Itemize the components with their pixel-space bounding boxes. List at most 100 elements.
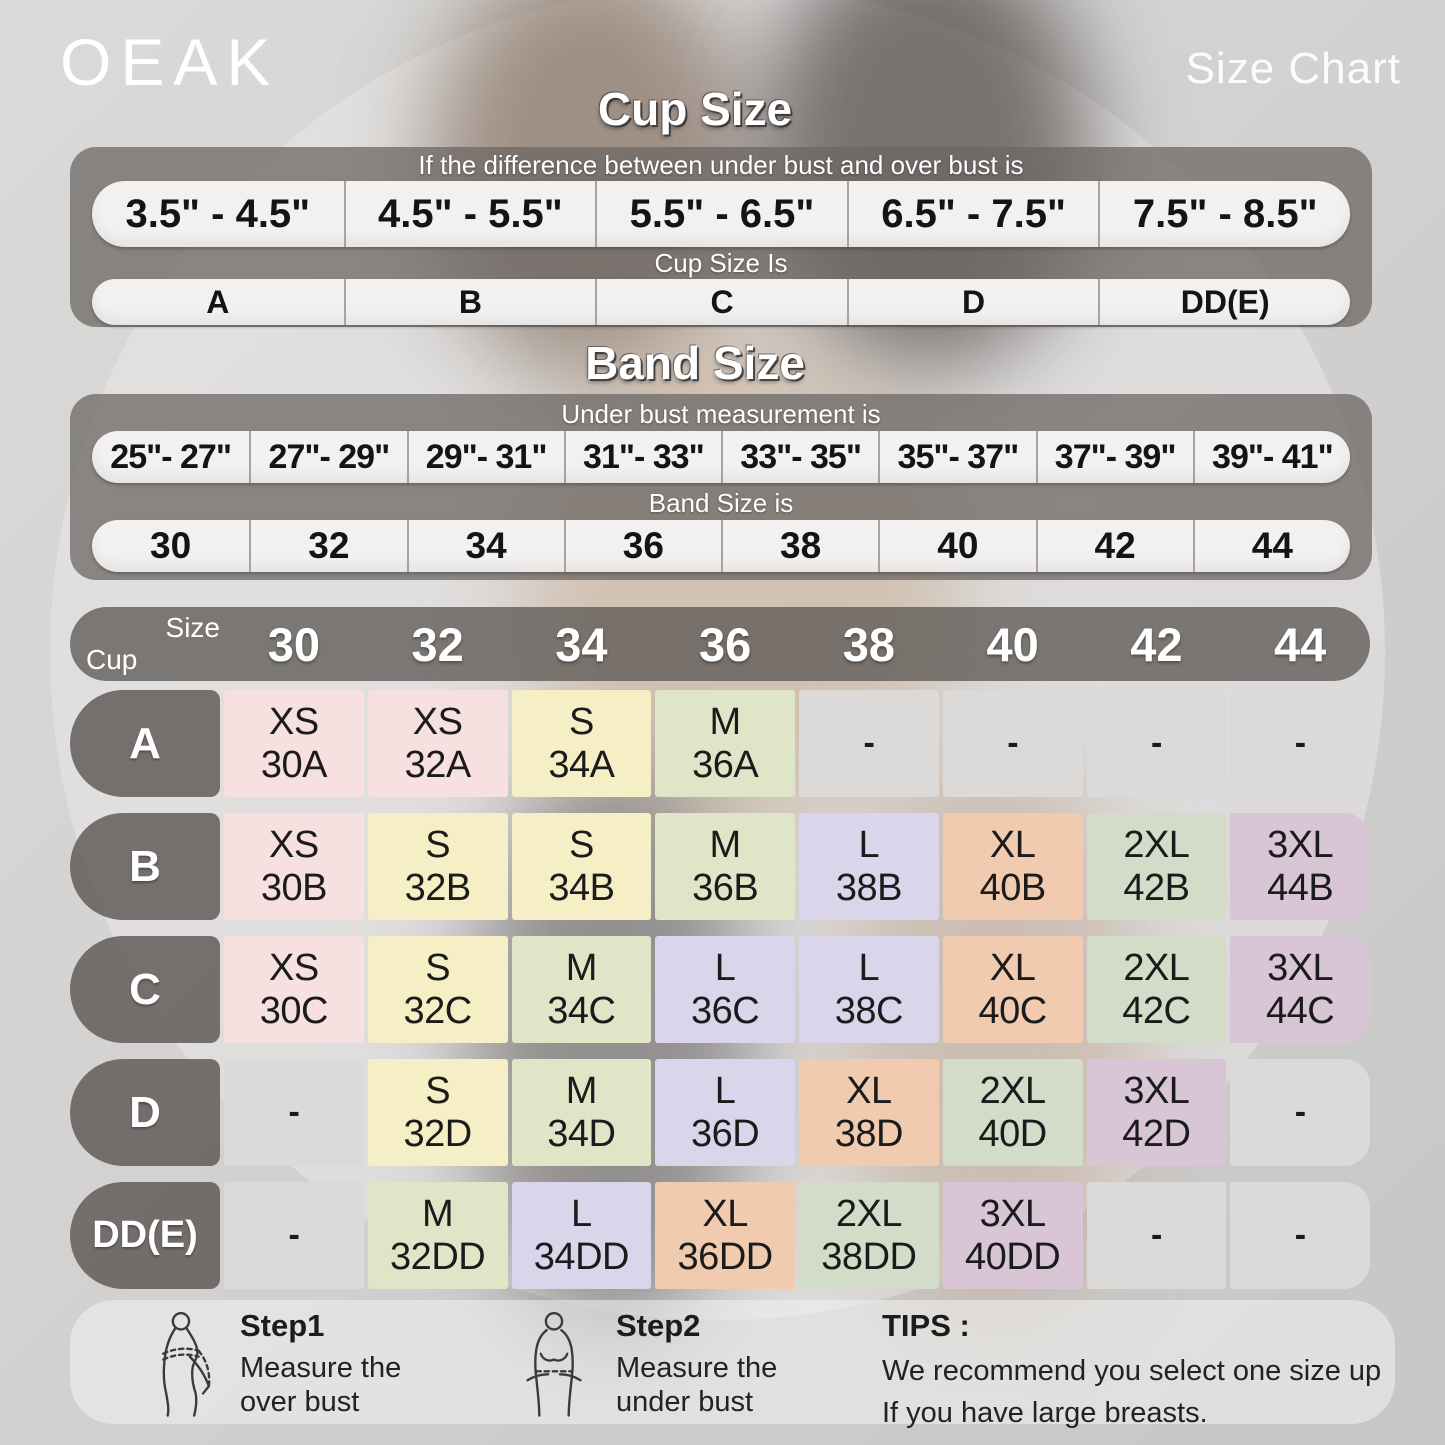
matrix-cell: L 34DD bbox=[511, 1182, 652, 1289]
matrix-cell-code: 44C bbox=[1266, 989, 1335, 1032]
brand-logo: OEAK bbox=[60, 25, 280, 99]
matrix-cell: M 34D bbox=[511, 1059, 652, 1166]
band-range-cell: 29"- 31" bbox=[406, 431, 564, 483]
matrix-row-label: C bbox=[70, 936, 220, 1043]
matrix-cell-code: 38D bbox=[834, 1112, 904, 1155]
band-value-cell: 44 bbox=[1192, 520, 1350, 572]
band-size-section-title: Band Size bbox=[585, 337, 805, 389]
matrix-cell-size: 3XL bbox=[1267, 946, 1334, 989]
matrix-row: A XS 30A XS 32A S 34A M 36A - - - - bbox=[70, 690, 1370, 797]
matrix-cell-code: 36D bbox=[691, 1112, 760, 1155]
matrix-cell-code: 32B bbox=[404, 866, 472, 909]
matrix-cell-size: 3XL bbox=[1123, 1069, 1190, 1112]
matrix-header-row: Size Cup 30 32 34 36 38 40 42 44 bbox=[70, 607, 1370, 681]
matrix-cell-size: L bbox=[858, 946, 880, 989]
matrix-cell: XL 36DD bbox=[655, 1182, 795, 1289]
matrix-column-header: 36 bbox=[698, 617, 752, 671]
matrix-cell: - bbox=[1230, 1182, 1370, 1289]
band-value-cell: 40 bbox=[878, 520, 1035, 572]
cup-range-cell: 7.5" - 8.5" bbox=[1098, 181, 1350, 247]
matrix-cell-code: 30A bbox=[260, 743, 328, 786]
band-value-cell: 34 bbox=[406, 520, 564, 572]
matrix-cell-size: S bbox=[425, 823, 451, 866]
matrix-corner-cell: Size Cup bbox=[70, 607, 220, 681]
matrix-cell-code: 32C bbox=[403, 989, 473, 1032]
matrix-cell-size: S bbox=[568, 700, 594, 743]
matrix-cell-size: L bbox=[714, 1069, 736, 1112]
band-range-cell: 31"- 33" bbox=[563, 431, 721, 483]
matrix-cell: - bbox=[1230, 1059, 1370, 1166]
matrix-row: D - S 32D M 34D L 36D XL 38D 2XL 40D 3XL 42D - bbox=[70, 1059, 1370, 1166]
matrix-cell: 3XL 44C bbox=[1230, 936, 1370, 1043]
matrix-column-header: 40 bbox=[986, 617, 1039, 671]
matrix-cell-size: XS bbox=[269, 700, 319, 743]
matrix-column-header: 38 bbox=[842, 617, 896, 671]
matrix-cell: XL 40C bbox=[942, 936, 1083, 1043]
matrix-cell: S 34B bbox=[511, 813, 652, 920]
band-range-cell: 25"- 27" bbox=[110, 437, 232, 476]
matrix-cell-size: XL bbox=[989, 823, 1036, 866]
band-range-cell: 27"- 29" bbox=[249, 431, 406, 483]
tips-lines: We recommend you select one size up If yo… bbox=[882, 1350, 1381, 1434]
band-value-cell: 32 bbox=[249, 520, 406, 572]
matrix-cell-code: 30C bbox=[259, 989, 329, 1032]
matrix-cell-size: L bbox=[571, 1192, 592, 1235]
matrix-cell-size: M bbox=[565, 946, 598, 989]
step-1-text: Step1 Measure the over bust bbox=[240, 1308, 401, 1419]
step-1-line-1: Measure the bbox=[240, 1352, 402, 1384]
matrix-cell-code: 42B bbox=[1123, 866, 1190, 909]
matrix-cell-size: 3XL bbox=[1267, 823, 1334, 866]
band-value-cell: 42 bbox=[1035, 520, 1193, 572]
step-1-group: Step1 Measure the over bust bbox=[136, 1308, 401, 1419]
matrix-cell-code: 40D bbox=[978, 1112, 1048, 1155]
matrix-cell: 2XL 38DD bbox=[799, 1182, 939, 1289]
matrix-cell: 2XL 40D bbox=[942, 1059, 1083, 1166]
matrix-column-header: 34 bbox=[555, 617, 608, 671]
band-range-cell: 37"- 39" bbox=[1035, 431, 1193, 483]
matrix-cell-code: 32DD bbox=[390, 1235, 486, 1278]
step-1-line-2: over bust bbox=[240, 1385, 360, 1418]
cup-size-result-caption: Cup Size Is bbox=[654, 248, 788, 278]
matrix-cell: S 32D bbox=[367, 1059, 508, 1166]
band-value-cell: 36 bbox=[563, 520, 721, 572]
matrix-cell-code: 38DD bbox=[821, 1235, 917, 1278]
tips-line: If you have large breasts. bbox=[882, 1397, 1208, 1430]
matrix-cell-size: M bbox=[422, 1192, 454, 1235]
matrix-cell-size: S bbox=[568, 823, 594, 866]
matrix-cell: - bbox=[1230, 690, 1370, 797]
band-size-result-caption: Band Size is bbox=[648, 488, 794, 518]
tips-line: We recommend you select one size up bbox=[882, 1355, 1382, 1387]
matrix-cell: L 36D bbox=[655, 1059, 795, 1166]
measure-under-bust-icon bbox=[526, 1311, 582, 1417]
matrix-cell-code: 32A bbox=[404, 743, 472, 786]
matrix-cell: XS 30C bbox=[224, 936, 364, 1043]
matrix-cell: 2XL 42B bbox=[1086, 813, 1227, 920]
matrix-cell: 3XL 44B bbox=[1230, 813, 1370, 920]
cup-size-panel: If the difference between under bust and… bbox=[70, 147, 1372, 327]
cup-letter-cell: DD(E) bbox=[1098, 279, 1350, 325]
matrix-row-label: A bbox=[70, 690, 220, 797]
matrix-cell: XS 30B bbox=[224, 813, 364, 920]
matrix-cell-code: 36C bbox=[691, 989, 760, 1032]
matrix-corner-size-label: Size bbox=[165, 612, 220, 643]
matrix-cell-code: 42C bbox=[1122, 989, 1191, 1032]
matrix-cell-size: XL bbox=[989, 946, 1036, 989]
cup-size-caption: If the difference between under bust and… bbox=[418, 150, 1024, 180]
cup-letter-cell: A bbox=[206, 283, 230, 320]
cup-size-section-title: Cup Size bbox=[597, 83, 793, 135]
matrix-cell-size: M bbox=[565, 1069, 598, 1112]
matrix-body: A XS 30A XS 32A S 34A M 36A - - - - B XS 30B S 32B S 34B M 36… bbox=[70, 690, 1370, 1289]
matrix-cell-size: XL bbox=[846, 1069, 892, 1112]
matrix-cell-size: 2XL bbox=[835, 1192, 903, 1235]
matrix-corner-cup-label: Cup bbox=[86, 644, 138, 675]
matrix-cell-size: S bbox=[425, 1069, 451, 1112]
matrix-cell-code: 38C bbox=[834, 989, 904, 1032]
cup-letter-cell: C bbox=[595, 279, 847, 325]
matrix-cell-size: XS bbox=[269, 823, 319, 866]
matrix-cell-size: 2XL bbox=[979, 1069, 1047, 1112]
band-size-panel: Under bust measurement is 25"- 27" 27"- 2… bbox=[70, 394, 1372, 580]
matrix-cell: - bbox=[799, 690, 939, 797]
step-2-group: Step2 Measure the under bust bbox=[512, 1308, 777, 1419]
matrix-cell-size: XL bbox=[702, 1192, 748, 1235]
